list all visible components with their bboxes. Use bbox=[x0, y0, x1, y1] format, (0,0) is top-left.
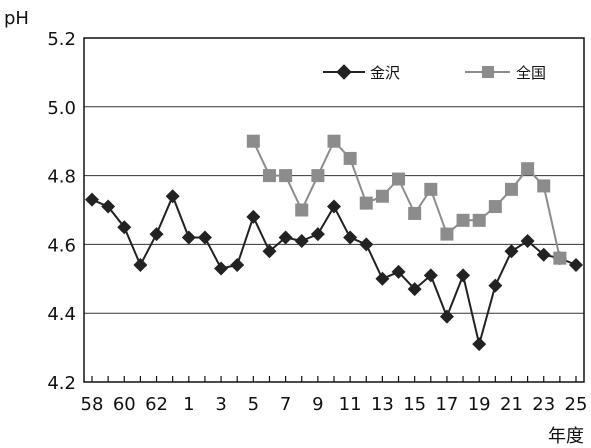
data-point bbox=[197, 230, 212, 245]
x-tick-label: 25 bbox=[565, 394, 588, 415]
data-point bbox=[327, 134, 341, 148]
x-tick-label: 5 bbox=[248, 394, 259, 415]
data-point bbox=[359, 196, 373, 210]
data-point bbox=[375, 271, 390, 286]
y-tick-label: 5.0 bbox=[47, 98, 76, 119]
legend-national-label: 全国 bbox=[516, 64, 546, 82]
data-point bbox=[456, 213, 470, 227]
data-point bbox=[408, 206, 422, 220]
data-point bbox=[375, 189, 389, 203]
data-point bbox=[262, 169, 276, 183]
y-tick-label: 5.2 bbox=[47, 29, 76, 50]
data-point bbox=[181, 230, 196, 245]
data-point bbox=[553, 251, 567, 265]
x-tick-label: 7 bbox=[280, 394, 291, 415]
y-tick-label: 4.4 bbox=[47, 304, 76, 325]
legend-national-marker bbox=[482, 66, 494, 78]
series-0 bbox=[85, 189, 583, 352]
data-point bbox=[85, 192, 99, 207]
data-point bbox=[391, 264, 406, 279]
x-tick-label: 17 bbox=[435, 394, 458, 415]
y-tick-label: 4.2 bbox=[47, 373, 76, 394]
x-tick-label: 11 bbox=[339, 394, 362, 415]
data-point bbox=[279, 169, 293, 183]
x-tick-label: 9 bbox=[312, 394, 323, 415]
data-point bbox=[504, 244, 519, 259]
legend-kanazawa-marker bbox=[336, 64, 352, 80]
y-tick-label: 4.8 bbox=[47, 167, 76, 188]
series bbox=[85, 134, 583, 352]
data-point bbox=[424, 182, 438, 196]
data-point bbox=[407, 282, 422, 297]
data-point bbox=[311, 169, 325, 183]
data-point bbox=[165, 189, 180, 204]
data-point bbox=[536, 247, 551, 262]
series-1 bbox=[246, 134, 567, 265]
data-point bbox=[359, 237, 374, 252]
grid-lines bbox=[84, 106, 584, 314]
data-point bbox=[295, 203, 309, 217]
data-point bbox=[440, 227, 454, 241]
data-point bbox=[246, 134, 260, 148]
x-tick-label: 23 bbox=[532, 394, 555, 415]
data-point bbox=[472, 213, 486, 227]
x-tick-label: 21 bbox=[500, 394, 523, 415]
data-point bbox=[343, 230, 358, 245]
legend-item-kanazawa: 金沢 bbox=[323, 64, 400, 82]
data-point bbox=[472, 337, 487, 352]
series-line bbox=[91, 193, 577, 345]
legend-item-national: 全国 bbox=[465, 64, 546, 82]
x-tick-label: 15 bbox=[403, 394, 426, 415]
data-point bbox=[392, 172, 406, 186]
data-point bbox=[521, 162, 535, 176]
data-point bbox=[537, 179, 551, 193]
legend: 金沢 全国 bbox=[323, 64, 546, 82]
x-tick-label: 13 bbox=[371, 394, 394, 415]
legend-kanazawa-label: 金沢 bbox=[370, 64, 400, 82]
data-point bbox=[117, 220, 132, 235]
x-tick-label: 1 bbox=[183, 394, 194, 415]
x-tick-label: 60 bbox=[113, 394, 136, 415]
data-point bbox=[439, 309, 454, 324]
data-point bbox=[230, 258, 245, 273]
data-point bbox=[343, 151, 357, 165]
x-tick-label: 19 bbox=[468, 394, 491, 415]
x-tick-label: 58 bbox=[81, 394, 104, 415]
data-point bbox=[294, 233, 309, 248]
data-point bbox=[488, 200, 502, 214]
x-tick-labels: 58 60 62 1 3 5 7 9 11 13 15 17 19 21 23 25 bbox=[81, 394, 588, 415]
data-point bbox=[246, 209, 261, 224]
data-point bbox=[101, 199, 116, 214]
data-point bbox=[133, 258, 148, 273]
axes bbox=[83, 37, 585, 383]
y-tick-label: 4.6 bbox=[47, 235, 76, 256]
data-point bbox=[149, 227, 164, 242]
data-point bbox=[569, 258, 583, 273]
data-point bbox=[520, 233, 535, 248]
x-tick-label: 3 bbox=[215, 394, 226, 415]
data-point bbox=[504, 182, 518, 196]
data-point bbox=[456, 268, 471, 283]
y-tick-labels: 4.2 4.4 4.6 4.8 5.0 5.2 bbox=[47, 29, 76, 394]
data-point bbox=[327, 199, 341, 214]
y-axis-title: pH bbox=[4, 8, 29, 29]
x-tick-label: 62 bbox=[145, 394, 168, 415]
data-point bbox=[423, 268, 438, 283]
data-point bbox=[214, 261, 229, 276]
data-point bbox=[262, 244, 277, 259]
data-point bbox=[310, 227, 325, 242]
data-point bbox=[278, 230, 293, 245]
x-axis-title: 年度 bbox=[548, 426, 584, 447]
data-point bbox=[488, 278, 503, 293]
